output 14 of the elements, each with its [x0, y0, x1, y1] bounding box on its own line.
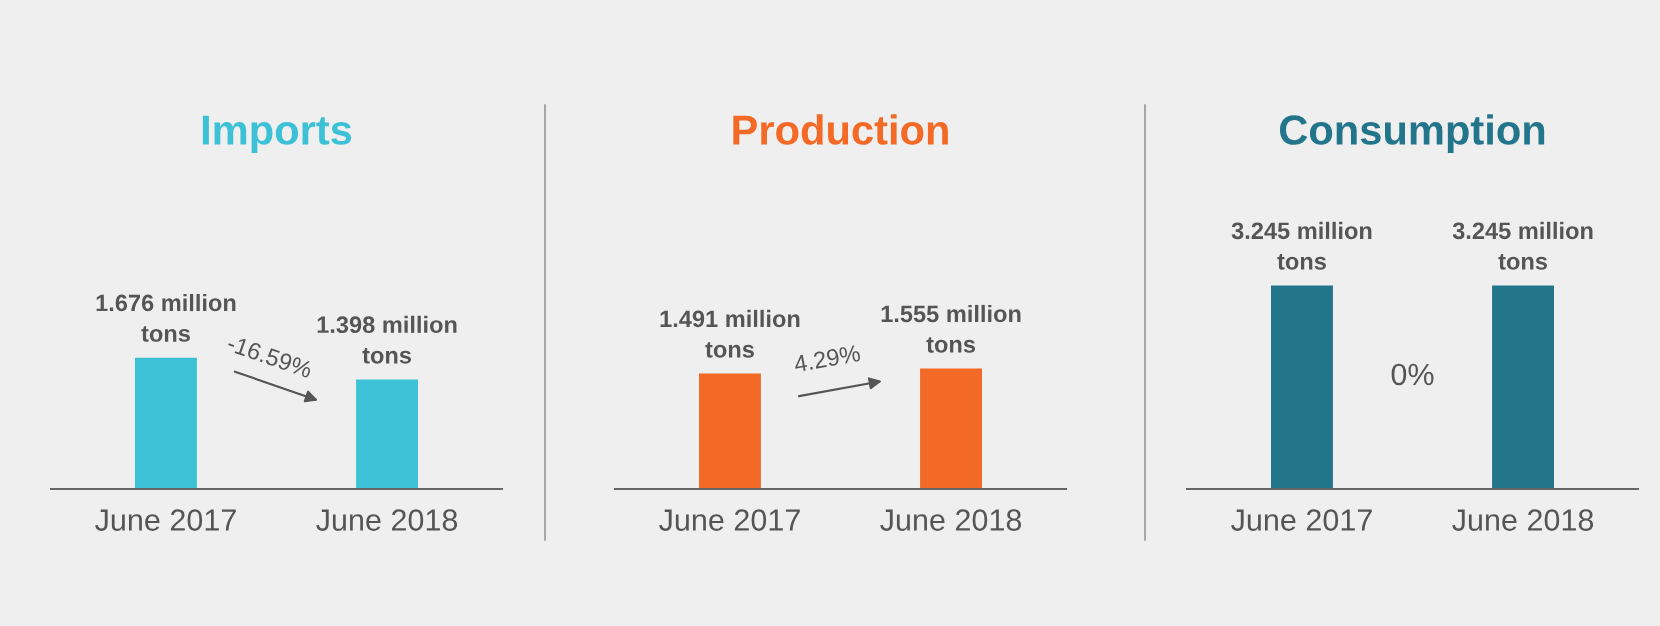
annotation: 0%	[1391, 363, 1434, 386]
x-tick-label: June 2018	[880, 509, 1022, 531]
data-label: 3.245 million tons	[1452, 221, 1593, 270]
data-label: 1.398 million tons	[317, 315, 457, 364]
data-label: 3.245 million tons	[1231, 221, 1372, 270]
chart-title: Consumption	[1279, 114, 1545, 154]
x-tick-label: June 2017	[659, 509, 800, 531]
x-tick-label: June 2018	[316, 509, 458, 531]
chart-title: Production	[733, 114, 948, 145]
chart-title: Imports	[202, 115, 352, 154]
data-label: 1.555 million tons	[881, 304, 1021, 353]
x-tick-label: June 2017	[1231, 509, 1372, 531]
x-tick-label: June 2017	[95, 509, 236, 531]
x-tick-label: June 2018	[1452, 509, 1594, 531]
